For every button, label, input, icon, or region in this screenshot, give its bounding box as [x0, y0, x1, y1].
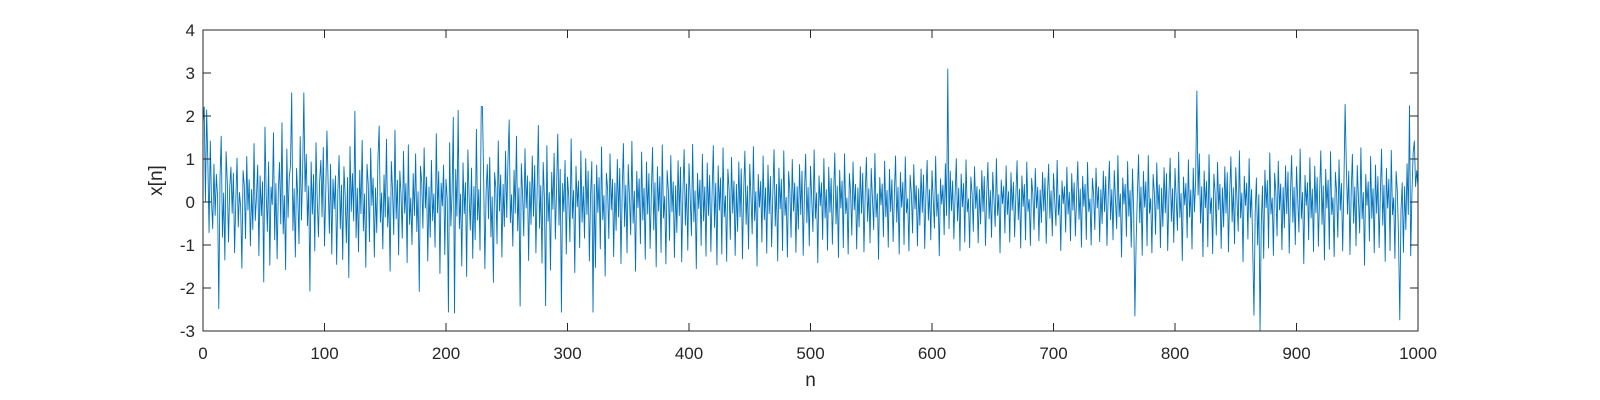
x-tick-label: 500 [796, 344, 824, 363]
y-axis-label: x[n] [146, 165, 167, 196]
x-axis-label: n [805, 370, 816, 391]
series-layer [202, 68, 1419, 332]
y-tick-label: 0 [186, 193, 195, 212]
x-tick-label: 300 [553, 344, 581, 363]
x-tick-label: 700 [1039, 344, 1067, 363]
x-tick-label: 200 [432, 344, 460, 363]
y-tick-label: 4 [186, 21, 195, 40]
x-tick-label: 600 [918, 344, 946, 363]
x-tick-label: 100 [310, 344, 338, 363]
y-tick-label: -3 [180, 322, 195, 341]
series-line [202, 68, 1419, 332]
x-tick-label: 400 [675, 344, 703, 363]
y-tick-label: 3 [186, 64, 195, 83]
y-tick-label: -1 [180, 236, 195, 255]
x-tick-label: 900 [1282, 344, 1310, 363]
y-tick-label: 2 [186, 107, 195, 126]
x-tick-label: 1000 [1399, 344, 1437, 363]
y-axis: -3 -2 -1 0 1 2 3 4 [180, 21, 1418, 341]
x-axis: 0 100 200 300 400 500 600 700 800 900 1000 [198, 30, 1437, 363]
y-tick-label: 1 [186, 150, 195, 169]
x-tick-label: 800 [1161, 344, 1189, 363]
y-tick-label: -2 [180, 279, 195, 298]
x-tick-label: 0 [198, 344, 207, 363]
